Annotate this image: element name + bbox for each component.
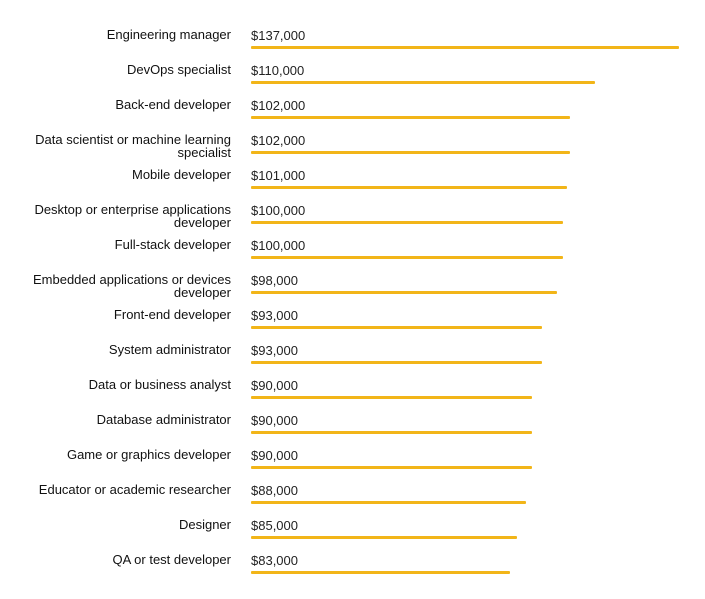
salary-bar xyxy=(251,291,557,294)
category-label: DevOps specialist xyxy=(126,62,231,77)
value-label: $100,000 xyxy=(251,238,306,253)
salary-bar xyxy=(251,571,510,574)
salary-bar xyxy=(251,501,526,504)
value-label: $90,000 xyxy=(251,378,298,393)
value-label: $137,000 xyxy=(251,28,306,43)
value-label: $101,000 xyxy=(251,168,306,183)
category-label: Desktop or enterprise applications devel… xyxy=(34,202,231,230)
value-label: $102,000 xyxy=(251,98,306,113)
value-label: $90,000 xyxy=(251,413,298,428)
value-label: $93,000 xyxy=(251,343,298,358)
category-label: Front-end developer xyxy=(113,307,231,322)
value-label: $83,000 xyxy=(251,553,298,568)
value-label: $93,000 xyxy=(251,308,298,323)
category-label: Game or graphics developer xyxy=(66,447,231,462)
salary-bar xyxy=(251,536,517,539)
value-label: $88,000 xyxy=(251,483,298,498)
salary-bar xyxy=(251,466,532,469)
salary-bar xyxy=(251,151,570,154)
category-label: QA or test developer xyxy=(112,552,231,567)
category-label: System administrator xyxy=(108,342,231,357)
salary-bar xyxy=(251,46,679,49)
value-label: $85,000 xyxy=(251,518,298,533)
salary-bar xyxy=(251,361,542,364)
category-label: Embedded applications or devices develop… xyxy=(32,272,231,300)
category-label: Database administrator xyxy=(96,412,231,427)
category-label: Data or business analyst xyxy=(88,377,231,392)
category-label: Mobile developer xyxy=(131,167,231,182)
category-label: Educator or academic researcher xyxy=(38,482,231,497)
category-label: Engineering manager xyxy=(106,27,231,42)
value-label: $100,000 xyxy=(251,203,306,218)
salary-bar xyxy=(251,186,567,189)
value-label: $90,000 xyxy=(251,448,298,463)
salary-bar xyxy=(251,326,542,329)
category-label: Back-end developer xyxy=(115,97,231,112)
salary-bar xyxy=(251,256,563,259)
category-label: Data scientist or machine learning speci… xyxy=(35,132,231,160)
salary-bar xyxy=(251,396,532,399)
value-label: $110,000 xyxy=(251,63,305,78)
salary-bar xyxy=(251,221,563,224)
salary-bar xyxy=(251,431,532,434)
value-label: $98,000 xyxy=(251,273,298,288)
category-label: Full-stack developer xyxy=(114,237,231,252)
category-label: Designer xyxy=(178,517,231,532)
salary-bar xyxy=(251,116,570,119)
value-label: $102,000 xyxy=(251,133,306,148)
salary-bar xyxy=(251,81,595,84)
